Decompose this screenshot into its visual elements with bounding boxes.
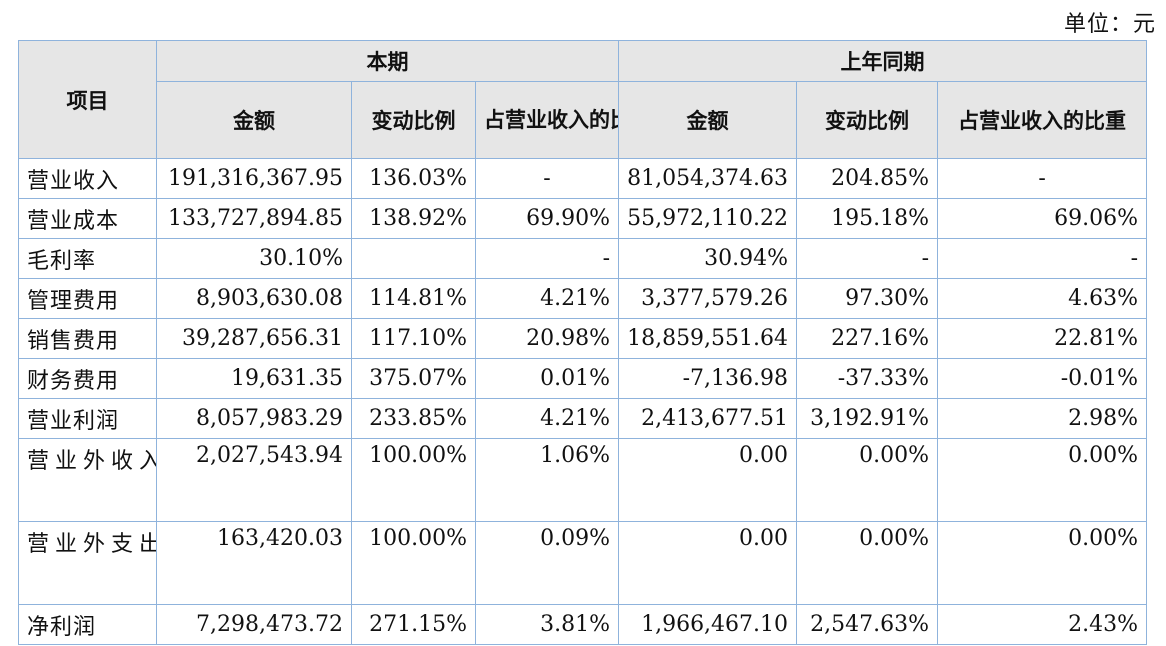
pri-amount: 55,972,110.22 (618, 198, 798, 239)
cur-change: 100.00% (351, 438, 476, 522)
pri-change: 3,192.91% (796, 398, 939, 439)
pri-amount: 3,377,579.26 (618, 278, 798, 319)
cur-share: 1.06% (474, 438, 620, 522)
row-label: 营业利润 (18, 398, 157, 439)
row-label: 净利润 (18, 604, 157, 645)
cur-amount: 19,631.35 (156, 358, 352, 399)
table-row: 销售费用 39,287,656.31 117.10% 20.98% 18,859… (18, 318, 1148, 359)
cur-share: 3.81% (474, 604, 620, 645)
pri-amount: 81,054,374.63 (618, 158, 798, 199)
header-row-2: 金额 变动比例 占营业收入的比重 金额 变动比例 占营业收入的比重 (19, 81, 1148, 159)
pri-amount: -7,136.98 (618, 358, 798, 399)
pri-amount: 30.94% (618, 238, 798, 279)
cur-amount: 191,316,367.95 (156, 158, 352, 199)
pri-share: - (937, 238, 1148, 279)
table-row: 营业外支出 163,420.03 100.00% 0.09% 0.00 0.00… (18, 521, 1148, 605)
pri-change: -37.33% (796, 358, 939, 399)
pri-amount: 18,859,551.64 (618, 318, 798, 359)
cur-share: 4.21% (474, 278, 620, 319)
pri-share: -0.01% (937, 358, 1148, 399)
cur-change: 117.10% (351, 318, 476, 359)
pri-share: 0.00% (937, 438, 1148, 522)
table-row: 财务费用 19,631.35 375.07% 0.01% -7,136.98 -… (18, 358, 1148, 399)
pri-amount: 0.00 (618, 521, 798, 605)
row-label: 营业外收入 (18, 438, 157, 522)
income-statement-table: 项目 本期 上年同期 金额 变动比例 占营业收入的比重 金额 变动比例 占营业收… (18, 40, 1148, 645)
pri-share-header: 占营业收入的比重 (937, 81, 1148, 159)
row-label: 营业收入 (18, 158, 157, 199)
pri-amount: 2,413,677.51 (618, 398, 798, 439)
cur-share: 69.90% (474, 198, 620, 239)
cur-share: 20.98% (474, 318, 620, 359)
unit-label: 单位：元 (1063, 12, 1156, 37)
cur-amount: 133,727,894.85 (156, 198, 352, 239)
cur-change: 233.85% (351, 398, 476, 439)
pri-change: 0.00% (796, 521, 939, 605)
cur-amount: 8,903,630.08 (156, 278, 352, 319)
row-label: 营业成本 (18, 198, 157, 239)
pri-share: 69.06% (937, 198, 1148, 239)
cur-change-header: 变动比例 (351, 81, 476, 159)
cur-share: - (474, 158, 620, 199)
row-label: 管理费用 (18, 278, 157, 319)
row-label: 财务费用 (18, 358, 157, 399)
pri-change: 227.16% (796, 318, 939, 359)
pri-share: 2.43% (937, 604, 1148, 645)
pri-change: 97.30% (796, 278, 939, 319)
item-header: 项目 (18, 40, 157, 159)
cur-share: 0.09% (474, 521, 620, 605)
pri-amount-header: 金额 (618, 81, 798, 159)
pri-amount: 0.00 (618, 438, 798, 522)
table-row: 营业外收入 2,027,543.94 100.00% 1.06% 0.00 0.… (18, 438, 1148, 522)
row-label: 营业外支出 (18, 521, 157, 605)
table-row: 营业收入 191,316,367.95 136.03% - 81,054,374… (18, 158, 1148, 199)
current-period-header: 本期 (155, 40, 620, 82)
pri-share: 2.98% (937, 398, 1148, 439)
cur-change: 375.07% (351, 358, 476, 399)
table-row: 营业利润 8,057,983.29 233.85% 4.21% 2,413,67… (18, 398, 1148, 439)
pri-change: 195.18% (796, 198, 939, 239)
cur-change: 100.00% (351, 521, 476, 605)
pri-change: 0.00% (796, 438, 939, 522)
table-row: 毛利率 30.10% - 30.94% - - (18, 238, 1148, 279)
pri-change: - (796, 238, 939, 279)
cur-amount: 39,287,656.31 (156, 318, 352, 359)
cur-amount: 163,420.03 (156, 521, 352, 605)
header-row-1: 项目 本期 上年同期 (18, 40, 1148, 159)
row-label: 毛利率 (18, 238, 157, 279)
cur-change: 136.03% (351, 158, 476, 199)
cur-amount: 8,057,983.29 (156, 398, 352, 439)
pri-share: - (937, 158, 1148, 199)
cur-share: 4.21% (474, 398, 620, 439)
pri-change-header: 变动比例 (796, 81, 939, 159)
prior-period-header: 上年同期 (618, 40, 1148, 82)
cur-change (351, 238, 476, 279)
pri-share: 4.63% (937, 278, 1148, 319)
cur-amount-header: 金额 (156, 81, 352, 159)
pri-share: 22.81% (937, 318, 1148, 359)
cur-change: 114.81% (351, 278, 476, 319)
cur-amount: 2,027,543.94 (156, 438, 352, 522)
table-row: 管理费用 8,903,630.08 114.81% 4.21% 3,377,57… (18, 278, 1148, 319)
cur-amount: 30.10% (156, 238, 352, 279)
cur-share: 0.01% (474, 358, 620, 399)
pri-change: 2,547.63% (796, 604, 939, 645)
cur-change: 138.92% (351, 198, 476, 239)
pri-share: 0.00% (937, 521, 1148, 605)
table-row: 营业成本 133,727,894.85 138.92% 69.90% 55,97… (18, 198, 1148, 239)
pri-amount: 1,966,467.10 (618, 604, 798, 645)
row-label: 销售费用 (18, 318, 157, 359)
table-row: 净利润 7,298,473.72 271.15% 3.81% 1,966,467… (18, 604, 1148, 645)
pri-change: 204.85% (796, 158, 939, 199)
cur-share: - (474, 238, 620, 279)
cur-share-header: 占营业收入的比重 (474, 81, 620, 159)
cur-amount: 7,298,473.72 (156, 604, 352, 645)
cur-change: 271.15% (351, 604, 476, 645)
